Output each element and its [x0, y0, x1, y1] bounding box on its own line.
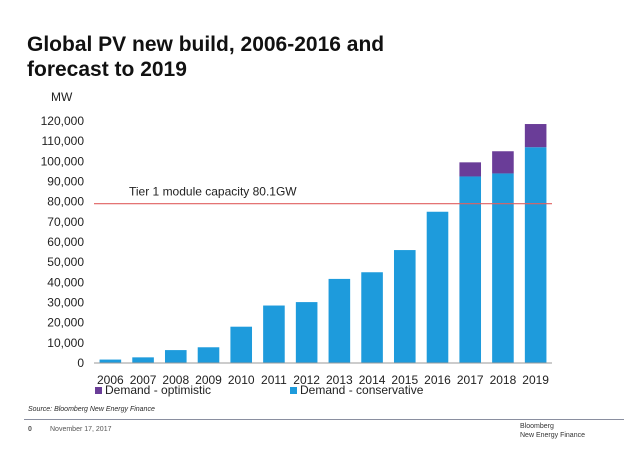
y-tick-label: 0	[77, 356, 84, 370]
brand-line-2: New Energy Finance	[520, 432, 585, 439]
bar-conservative	[99, 359, 122, 363]
y-tick-label: 50,000	[47, 255, 84, 269]
x-tick-label: 2009	[195, 373, 222, 387]
x-axis-ticks: 2006 2007 2008 2009 2010 2011 2012 2013 2014 2015…	[97, 373, 549, 387]
legend-label: Demand - optimistic	[105, 383, 211, 397]
x-tick-label: 2010	[228, 373, 255, 387]
bar-conservative	[426, 211, 449, 363]
x-tick-label: 2015	[391, 373, 418, 387]
x-tick-label: 2007	[130, 373, 157, 387]
y-tick-label: 20,000	[47, 316, 84, 330]
bar-series	[99, 124, 547, 363]
reference-line-label: Tier 1 module capacity 80.1GW	[129, 185, 297, 199]
bar-optimistic	[524, 124, 547, 148]
x-tick-label: 2018	[490, 373, 517, 387]
y-tick-label: 100,000	[41, 154, 85, 168]
x-tick-label: 2017	[457, 373, 484, 387]
bar-conservative	[295, 302, 318, 363]
x-tick-label: 2006	[97, 373, 124, 387]
legend-label: Demand - conservative	[300, 383, 424, 397]
legend: Demand - optimistic Demand - conservative	[95, 383, 424, 397]
brand-line-1: Bloomberg	[520, 423, 554, 430]
y-unit-label: MW	[51, 90, 73, 104]
brand-logo-text: Bloomberg New Energy Finance	[520, 422, 620, 440]
bar-optimistic	[492, 151, 514, 174]
bar-conservative	[164, 350, 187, 363]
legend-swatch	[95, 387, 102, 394]
x-tick-label: 2011	[261, 373, 287, 387]
x-tick-label: 2016	[424, 373, 451, 387]
x-tick-label: 2008	[162, 373, 189, 387]
page-number: 0	[28, 426, 32, 433]
y-axis-ticks: 0 10,000 20,000 30,000 40,000 50,000 60,000 70,…	[41, 114, 85, 370]
y-tick-label: 10,000	[47, 336, 84, 350]
chart-title: Global PV new build, 2006-2016 and forec…	[27, 33, 385, 81]
reference-line-group: Tier 1 module capacity 80.1GW	[94, 185, 552, 205]
bar-conservative	[132, 357, 154, 363]
bar-conservative	[328, 278, 351, 363]
x-tick-label: 2012	[293, 373, 320, 387]
y-tick-label: 110,000	[42, 134, 85, 148]
x-tick-label: 2014	[359, 373, 386, 387]
y-tick-label: 70,000	[47, 215, 84, 229]
x-tick-label: 2013	[326, 373, 353, 387]
bar-conservative	[459, 176, 482, 363]
y-tick-label: 40,000	[47, 275, 84, 289]
bar-conservative	[393, 250, 416, 363]
x-tick-label: 2019	[522, 373, 549, 387]
bar-conservative	[361, 272, 383, 363]
bar-optimistic	[459, 162, 482, 177]
y-tick-label: 60,000	[47, 235, 84, 249]
bar-conservative	[492, 173, 514, 363]
footer-date: November 17, 2017	[50, 426, 112, 433]
y-tick-label: 120,000	[41, 114, 85, 128]
footer-divider	[24, 419, 624, 420]
bar-conservative	[230, 326, 253, 363]
source-note: Source: Bloomberg New Energy Finance	[28, 406, 155, 413]
bar-conservative	[524, 147, 547, 363]
bar-conservative	[197, 347, 220, 363]
legend-swatch	[290, 387, 297, 394]
y-tick-label: 90,000	[47, 175, 84, 189]
y-tick-label: 80,000	[47, 195, 84, 209]
bar-conservative	[263, 305, 285, 363]
y-tick-label: 30,000	[47, 296, 84, 310]
